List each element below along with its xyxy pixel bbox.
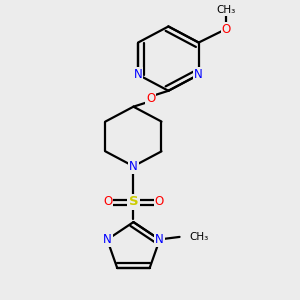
- Text: CH₃: CH₃: [189, 232, 208, 242]
- Text: N: N: [129, 160, 138, 173]
- Text: O: O: [103, 195, 112, 208]
- Text: O: O: [222, 22, 231, 35]
- Text: N: N: [103, 233, 112, 246]
- Text: O: O: [146, 92, 155, 105]
- Text: methyl: methyl: [226, 14, 231, 15]
- Text: N: N: [194, 68, 203, 81]
- Text: O: O: [154, 195, 164, 208]
- Text: S: S: [129, 195, 138, 208]
- Text: N: N: [155, 233, 164, 246]
- Text: N: N: [134, 68, 142, 81]
- Text: CH₃: CH₃: [217, 5, 236, 15]
